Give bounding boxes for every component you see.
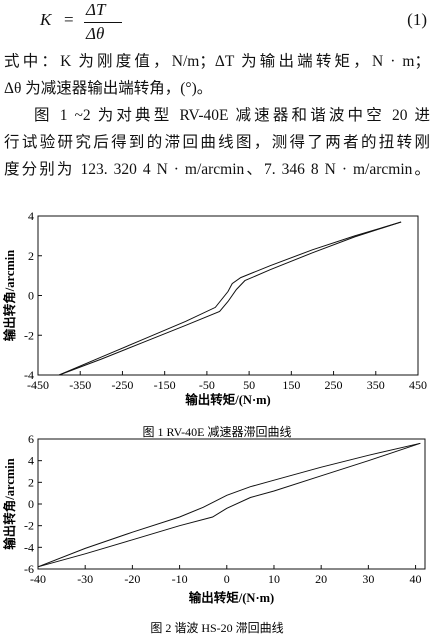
hysteresis-curve [58,221,402,376]
paragraph-line: 图 1 ~2 为对典型 RV-40E 减速器和谐波中空 20 进 [34,107,430,124]
eq-sign: = [64,10,74,29]
figure-caption: 图 1 RV-40E 减速器滞回曲线 [143,425,292,439]
figure-caption: 图 2 谐波 HS-20 滞回曲线 [150,621,283,635]
y-tick-label: 4 [28,454,34,468]
y-tick-label: -4 [24,540,34,554]
x-tick-label: 10 [268,572,280,586]
eq-numerator: ΔT [86,0,106,19]
eq-denominator: Δθ [86,24,105,43]
fraction-bar [84,22,122,23]
x-tick-label: 250 [325,378,343,392]
x-tick-label: -350 [69,378,91,392]
paragraph-line: 行试验研究后得到的滞回曲线图，测得了两者的扭转刚 [4,134,430,151]
x-tick-label: 40 [410,572,422,586]
y-tick-label: -2 [24,519,34,533]
y-tick-label: 2 [28,475,34,489]
x-tick-label: 350 [367,378,385,392]
y-tick-label: 6 [28,432,34,446]
x-axis-label: 输出转矩/(N·m) [185,392,270,407]
hysteresis-curve [37,442,421,568]
y-tick-label: 2 [28,249,34,263]
y-tick-label: -6 [24,562,34,576]
plot-frame [37,215,419,376]
paragraph-line: 度分别为 123. 320 4 N · m/arcmin、7. 346 8 N … [4,161,430,178]
y-tick-label: 0 [28,497,34,511]
y-tick-label: -2 [24,328,34,342]
eq-lhs: K [40,10,52,29]
paragraph-line: 式中：K 为刚度值，N/m；ΔT 为输出端转矩，N · m； [4,53,430,70]
paragraph-line: Δθ 为减速器输出端转角，(°)。 [4,80,213,97]
x-tick-label: -40 [30,572,46,586]
x-tick-label: -30 [77,572,93,586]
plot-frame [37,438,426,570]
eq-number: (1) [407,10,427,29]
hysteresis-curve [37,442,421,568]
x-tick-label: -250 [111,378,133,392]
y-tick-label: -4 [24,368,34,382]
x-tick-label: 450 [409,378,427,392]
x-tick-label: -450 [27,378,49,392]
y-tick-label: 4 [28,209,34,223]
x-tick-label: 50 [243,378,255,392]
x-tick-label: 150 [282,378,300,392]
x-tick-label: -20 [124,572,140,586]
x-axis-label: 输出转矩/(N·m) [189,590,274,605]
y-axis-label: 输出转角/arcmin [2,250,17,341]
x-tick-label: -150 [154,378,176,392]
x-tick-label: -50 [199,378,215,392]
x-tick-label: 20 [315,572,327,586]
y-axis-label: 输出转角/arcmin [2,458,17,549]
x-tick-label: 30 [362,572,374,586]
x-tick-label: 0 [224,572,230,586]
x-tick-label: -10 [172,572,188,586]
y-tick-label: 0 [28,289,34,303]
hysteresis-curve [58,221,402,376]
